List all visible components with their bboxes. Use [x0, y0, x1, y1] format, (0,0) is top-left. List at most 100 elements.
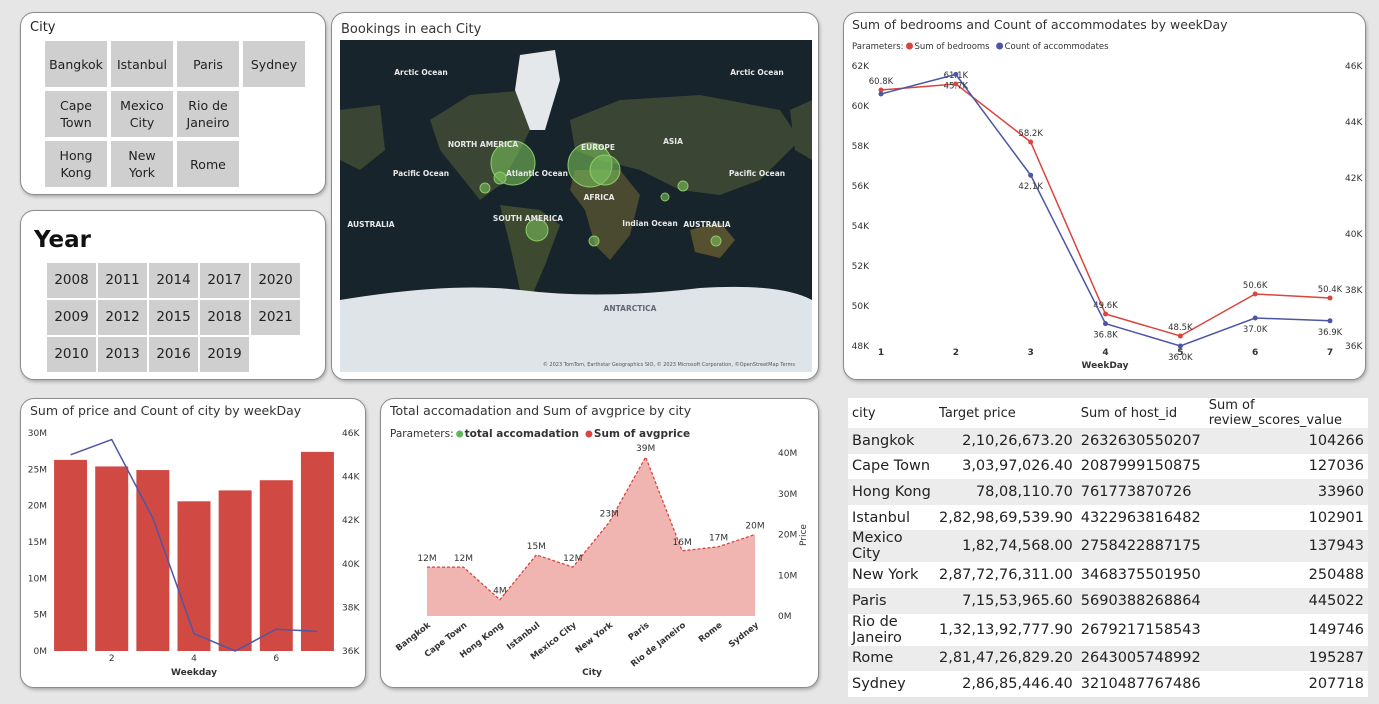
table-row: Bangkok 2,10,26,673.20 2632630550207 104266 — [848, 428, 1368, 454]
year-button[interactable]: 2009 — [47, 300, 96, 335]
series-line — [880, 83, 1331, 337]
year-button[interactable]: 2010 — [47, 337, 96, 372]
table-cell: 78,08,110.70 — [935, 479, 1077, 505]
table-cell: 127036 — [1204, 453, 1368, 480]
point — [878, 91, 884, 97]
map-label: SOUTH AMERICA — [493, 214, 563, 223]
legend-swatch — [456, 430, 464, 438]
year-button[interactable]: 2008 — [47, 263, 96, 298]
bubble[interactable] — [479, 182, 491, 194]
table-cell: 3210487767486 — [1076, 671, 1205, 697]
header-row: city Target price Sum of host_id Sum of rev… — [848, 398, 1368, 428]
chart-title: Sum of bedrooms and Count of accommodate… — [852, 17, 1228, 32]
year-button[interactable]: 2012 — [98, 300, 147, 335]
column-header[interactable]: Sum of review_scores_value — [1204, 398, 1368, 428]
table-row: Cape Town 3,03,97,026.40 2087999150875 1270… — [848, 453, 1368, 480]
year-button[interactable]: 2017 — [200, 263, 249, 298]
data-label: 23M — [600, 509, 619, 519]
y-tick-label: 38K — [342, 603, 360, 613]
legend-label: Sum of bedrooms — [915, 42, 991, 52]
x-tick-label: Paris — [627, 620, 652, 643]
year-button[interactable]: 2020 — [251, 263, 300, 298]
chart-title: Sum of price and Count of city by weekDa… — [30, 403, 302, 418]
y-tick-label: 54K — [852, 222, 870, 232]
y-tick-label: 25M — [28, 465, 47, 475]
bubble[interactable] — [525, 218, 549, 242]
data-label: 50.6K — [1243, 281, 1268, 291]
table-cell: 3,03,97,026.40 — [935, 453, 1077, 480]
column-header[interactable]: city — [848, 398, 936, 428]
city-button[interactable]: New York — [111, 141, 173, 187]
bubble[interactable] — [588, 235, 600, 247]
year-button[interactable]: 2021 — [251, 300, 300, 335]
year-button[interactable]: 2018 — [200, 300, 249, 335]
column-header[interactable]: Sum of host_id — [1076, 398, 1205, 428]
year-button[interactable]: 2016 — [149, 337, 198, 372]
legend-swatch — [996, 42, 1004, 50]
city-button[interactable]: Sydney — [243, 41, 305, 87]
bubbles — [479, 140, 722, 247]
y-tick-label: 15M — [28, 538, 47, 548]
data-label: 17M — [709, 534, 728, 544]
year-button[interactable]: 2011 — [98, 263, 147, 298]
y-tick-label: 10M — [778, 571, 797, 581]
y-axis-label: Price — [799, 524, 809, 546]
column-header[interactable]: Target price — [935, 398, 1077, 428]
bubble[interactable] — [710, 235, 722, 247]
y-tick-label: 46K — [1345, 62, 1363, 72]
map-label: AUSTRALIA — [347, 220, 394, 229]
x-tick-label: 2 — [953, 348, 959, 358]
table-row: Paris 7,15,53,965.60 5690388268864 445022 — [848, 587, 1368, 614]
table-cell: 2,86,85,446.40 — [935, 671, 1077, 697]
year-button[interactable]: 2014 — [149, 263, 198, 298]
bubble[interactable] — [677, 180, 689, 192]
bubble[interactable] — [589, 154, 621, 186]
city-button[interactable]: Paris — [177, 41, 239, 87]
y-tick-label: 56K — [852, 182, 870, 192]
x-tick-label: New York — [574, 620, 616, 656]
city-button[interactable]: Bangkok — [45, 41, 107, 87]
table-cell: 104266 — [1204, 428, 1368, 454]
table-cell: 4322963816482 — [1076, 504, 1205, 531]
table-cell: Bangkok — [848, 428, 936, 454]
bar — [136, 470, 170, 651]
city-button[interactable]: Cape Town — [45, 91, 107, 137]
city-button[interactable]: Rome — [177, 141, 239, 187]
table-row: Rio de Janeiro 1,32,13,92,777.90 267921715… — [848, 613, 1368, 646]
map-label: Pacific Ocean — [393, 169, 449, 178]
table-cell: Mexico City — [848, 530, 936, 563]
table-cell: 149746 — [1204, 613, 1368, 646]
x-tick-label: 2 — [109, 654, 115, 664]
map-label: Atlantic Ocean — [506, 169, 568, 178]
series-area — [427, 457, 755, 616]
city-button[interactable]: Mexico City — [111, 91, 173, 137]
table-cell: New York — [848, 562, 936, 588]
y-tick-label: 36K — [1345, 342, 1363, 352]
year-button[interactable]: 2019 — [200, 337, 249, 372]
x-axis-label: City — [582, 668, 602, 678]
series-line — [427, 455, 756, 601]
data-label: 12M — [417, 554, 436, 564]
y-tick-label: 50K — [852, 302, 870, 312]
y-tick-label: 10M — [28, 574, 47, 584]
point — [953, 71, 959, 77]
table-cell: 2,82,98,69,539.90 — [935, 504, 1077, 531]
point — [1028, 139, 1034, 145]
year-button[interactable]: 2013 — [98, 337, 147, 372]
y-tick-label: 58K — [852, 142, 870, 152]
city-button[interactable]: Hong Kong — [45, 141, 107, 187]
x-tick-label: 5 — [1177, 348, 1183, 358]
land — [790, 100, 812, 160]
data-label: 15M — [527, 542, 546, 552]
city-button[interactable]: Istanbul — [111, 41, 173, 87]
table-cell: Rio de Janeiro — [848, 613, 936, 646]
bubble[interactable] — [660, 192, 670, 202]
table-cell: 2,81,47,26,829.20 — [935, 645, 1077, 672]
city-button[interactable]: Rio de Janeiro — [177, 91, 239, 137]
chart-panel — [380, 398, 819, 688]
bubble[interactable] — [493, 171, 507, 185]
table-row: New York 2,87,72,76,311.00 3468375501950 25… — [848, 562, 1368, 588]
year-button[interactable]: 2015 — [149, 300, 198, 335]
